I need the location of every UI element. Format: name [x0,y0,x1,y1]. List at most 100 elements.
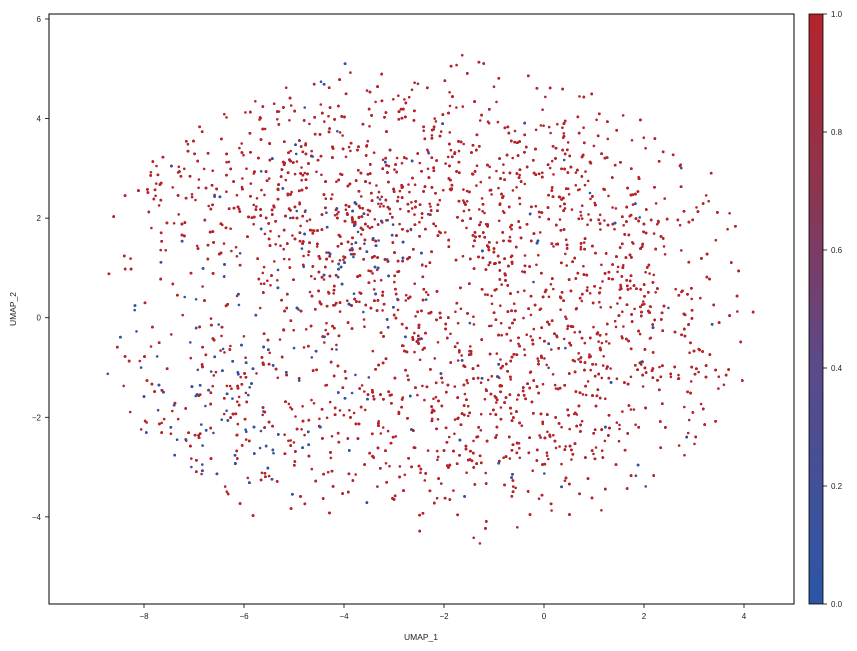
data-point [393,168,396,171]
data-point [638,332,642,336]
data-point [579,356,583,359]
data-point [452,489,455,492]
data-point [541,171,544,174]
data-point [472,323,476,326]
data-point [523,182,527,186]
data-point [538,336,542,340]
data-point [329,456,333,460]
data-point [583,341,587,345]
data-point [358,300,361,304]
data-point [318,417,321,421]
data-point [499,304,502,308]
data-point [579,245,583,249]
data-point [259,282,263,286]
data-point [331,260,334,263]
data-point [578,95,581,98]
data-point [578,188,581,191]
data-point [338,310,342,313]
data-point [594,446,598,449]
data-point [186,142,190,146]
data-point [288,258,291,261]
data-point [287,439,290,443]
data-point [529,313,533,317]
data-point [619,283,622,287]
data-point [564,238,568,241]
data-point [229,344,232,348]
data-point [398,465,402,468]
data-point [324,384,327,387]
data-point [410,207,414,210]
data-point [308,122,311,126]
data-point [377,420,381,423]
data-point [374,100,377,104]
data-point [615,421,619,424]
data-point [690,297,693,301]
data-point [607,194,610,198]
data-point [510,227,513,231]
data-point [462,188,465,191]
data-point [717,387,720,390]
data-point [707,199,710,203]
data-point [388,212,392,216]
data-point [368,125,371,128]
data-point [478,208,481,211]
data-point [400,161,404,165]
data-point [312,402,316,405]
data-point [726,227,729,231]
data-point [538,231,542,234]
data-point [289,406,292,409]
data-point [582,241,586,244]
data-point [138,359,142,363]
data-point [335,343,338,347]
data-point [249,182,253,185]
data-point [462,199,465,202]
data-point [589,368,592,372]
data-point [537,497,541,501]
data-point [652,273,656,277]
data-point [287,402,291,406]
data-point [466,414,470,418]
data-point [308,218,312,221]
data-point [363,390,366,393]
data-point [654,202,658,205]
data-point [207,204,210,208]
data-point [201,285,204,288]
data-point [395,156,399,160]
data-point [582,264,585,268]
data-point [567,193,571,196]
data-point [560,425,563,429]
data-point [547,125,551,129]
data-point [550,509,553,512]
data-point [536,357,539,360]
data-point [616,270,619,274]
data-point [366,139,370,143]
data-point [234,245,238,249]
data-point [500,283,504,286]
data-point [362,318,366,321]
data-point [190,457,193,460]
data-point [235,254,239,258]
data-point [479,429,483,432]
data-point [600,376,604,380]
data-point [447,435,451,439]
data-point [403,98,406,101]
data-point [155,164,158,168]
data-point [392,98,395,101]
data-point [564,252,567,256]
data-point [273,260,276,263]
data-point [407,183,410,186]
data-point [128,410,132,414]
data-point [388,464,391,468]
data-point [511,189,515,192]
data-point [688,351,691,355]
data-point [573,331,576,334]
data-point [245,167,248,170]
data-point [486,378,490,382]
data-point [157,204,161,207]
data-point [595,118,598,122]
data-point [613,319,617,323]
data-point [714,238,718,242]
data-point [326,470,330,474]
data-point [518,446,521,450]
data-point [502,171,505,175]
